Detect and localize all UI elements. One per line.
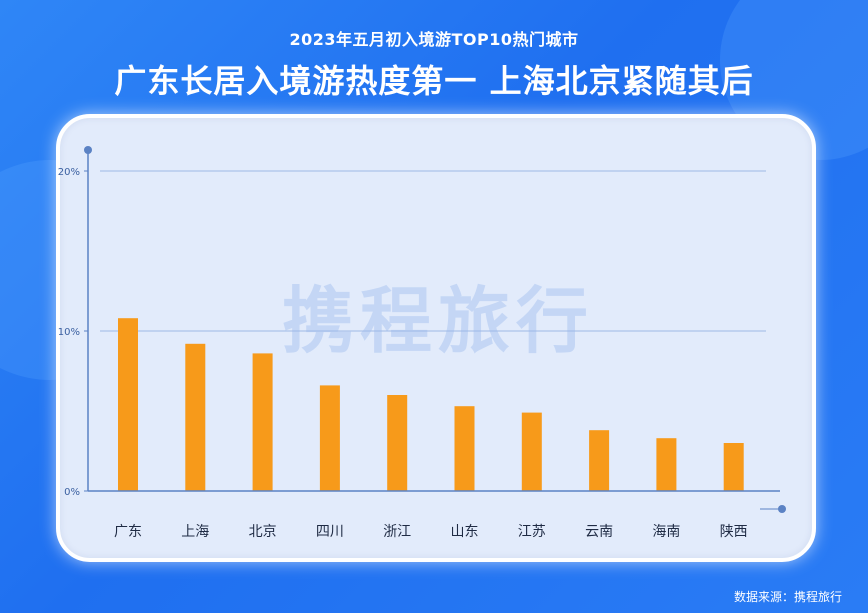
x-tick-label: 北京 — [249, 524, 277, 540]
bar — [387, 395, 408, 491]
y-tick-label: 10% — [58, 327, 80, 338]
bar — [589, 430, 610, 491]
x-tick-label: 上海 — [181, 524, 209, 540]
axis-layer — [84, 146, 786, 513]
label-layer: 0% 10% 20% 广东 上海 北京 四川 浙江 山东 江苏 云南 海南 陕西 — [58, 167, 748, 540]
chart-subtitle: 2023年五月初入境游TOP10热门城市 — [289, 30, 579, 49]
x-tick-label: 江苏 — [518, 524, 546, 540]
x-tick-label: 云南 — [585, 524, 613, 540]
x-tick-label: 广东 — [114, 524, 142, 540]
chart-title: 广东长居入境游热度第一 上海北京紧随其后 — [114, 62, 754, 100]
x-tick-label: 陕西 — [720, 524, 748, 540]
bar — [319, 385, 340, 491]
x-tick-label: 海南 — [652, 524, 680, 540]
y-tick-label: 20% — [58, 167, 80, 178]
y-tick-label: 0% — [64, 487, 80, 498]
grid-layer — [100, 170, 766, 332]
x-tick-label: 浙江 — [383, 524, 411, 540]
x-tick-label: 四川 — [316, 524, 344, 540]
bar — [521, 412, 542, 491]
bar-layer — [118, 318, 744, 491]
bar — [185, 343, 206, 491]
x-tick-label: 山东 — [451, 524, 479, 540]
bar — [454, 406, 475, 491]
source-note: 数据来源：携程旅行 — [733, 590, 842, 604]
watermark: 携程旅行 — [281, 279, 594, 363]
bar — [656, 438, 677, 491]
bar — [723, 443, 744, 491]
y-axis-end-dot — [84, 146, 92, 154]
bar — [118, 318, 138, 491]
bar — [252, 353, 273, 491]
chart-panel — [56, 114, 816, 562]
